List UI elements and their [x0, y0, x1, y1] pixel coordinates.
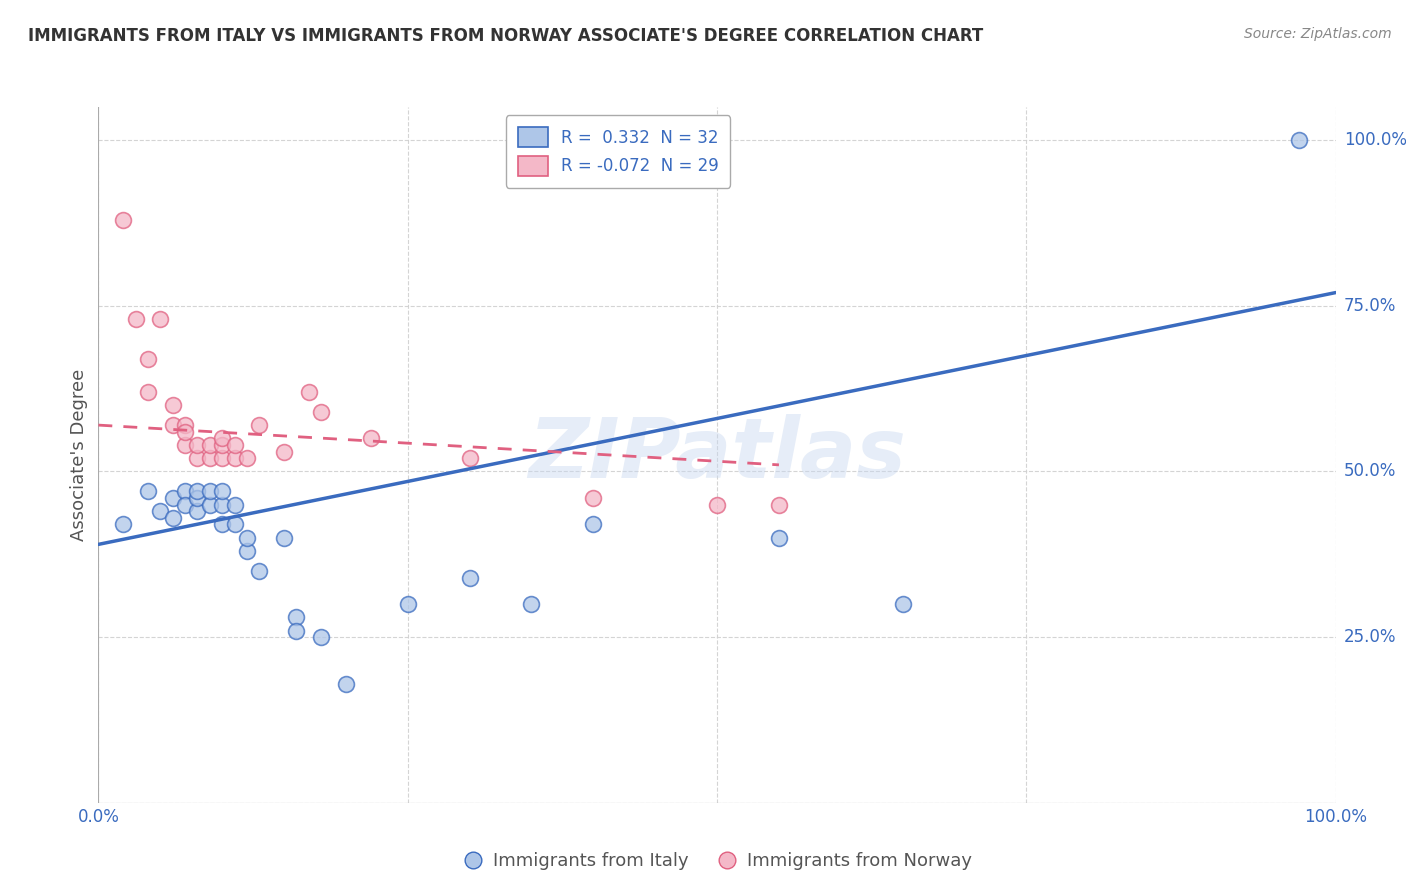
Point	[224, 438, 246, 452]
Point	[1288, 133, 1310, 147]
Point	[582, 517, 605, 532]
Point	[211, 484, 233, 499]
Point	[124, 312, 146, 326]
Legend: Immigrants from Italy, Immigrants from Norway: Immigrants from Italy, Immigrants from N…	[456, 845, 979, 877]
Point	[136, 351, 159, 366]
Text: 75.0%: 75.0%	[1344, 297, 1396, 315]
Point	[520, 597, 543, 611]
Point	[174, 425, 197, 439]
Y-axis label: Associate's Degree: Associate's Degree	[70, 368, 89, 541]
Point	[309, 405, 332, 419]
Point	[162, 398, 184, 412]
Point	[112, 517, 135, 532]
Point	[891, 597, 914, 611]
Point	[162, 418, 184, 433]
Point	[247, 564, 270, 578]
Point	[706, 498, 728, 512]
Point	[136, 384, 159, 399]
Point	[236, 531, 259, 545]
Point	[768, 531, 790, 545]
Text: IMMIGRANTS FROM ITALY VS IMMIGRANTS FROM NORWAY ASSOCIATE'S DEGREE CORRELATION C: IMMIGRANTS FROM ITALY VS IMMIGRANTS FROM…	[28, 27, 983, 45]
Point	[309, 630, 332, 644]
Point	[149, 504, 172, 518]
Point	[768, 498, 790, 512]
Point	[247, 418, 270, 433]
Point	[174, 438, 197, 452]
Point	[149, 312, 172, 326]
Point	[198, 484, 221, 499]
Text: 100.0%: 100.0%	[1344, 131, 1406, 149]
Point	[186, 491, 208, 505]
Point	[224, 451, 246, 466]
Point	[174, 418, 197, 433]
Point	[582, 491, 605, 505]
Point	[174, 484, 197, 499]
Point	[211, 498, 233, 512]
Point	[360, 431, 382, 445]
Point	[273, 444, 295, 458]
Point	[224, 517, 246, 532]
Point	[236, 451, 259, 466]
Point	[186, 504, 208, 518]
Point	[198, 498, 221, 512]
Text: Source: ZipAtlas.com: Source: ZipAtlas.com	[1244, 27, 1392, 41]
Text: 50.0%: 50.0%	[1344, 462, 1396, 481]
Point	[298, 384, 321, 399]
Point	[211, 431, 233, 445]
Point	[174, 498, 197, 512]
Point	[458, 570, 481, 584]
Point	[186, 484, 208, 499]
Point	[186, 451, 208, 466]
Point	[273, 531, 295, 545]
Text: 25.0%: 25.0%	[1344, 628, 1396, 646]
Point	[458, 451, 481, 466]
Point	[211, 517, 233, 532]
Point	[162, 491, 184, 505]
Point	[112, 212, 135, 227]
Point	[186, 438, 208, 452]
Point	[285, 610, 308, 624]
Point	[162, 511, 184, 525]
Point	[224, 498, 246, 512]
Text: ZIPatlas: ZIPatlas	[529, 415, 905, 495]
Point	[198, 451, 221, 466]
Point	[198, 438, 221, 452]
Point	[285, 624, 308, 638]
Point	[396, 597, 419, 611]
Point	[136, 484, 159, 499]
Point	[211, 438, 233, 452]
Point	[236, 544, 259, 558]
Point	[211, 451, 233, 466]
Point	[335, 676, 357, 690]
